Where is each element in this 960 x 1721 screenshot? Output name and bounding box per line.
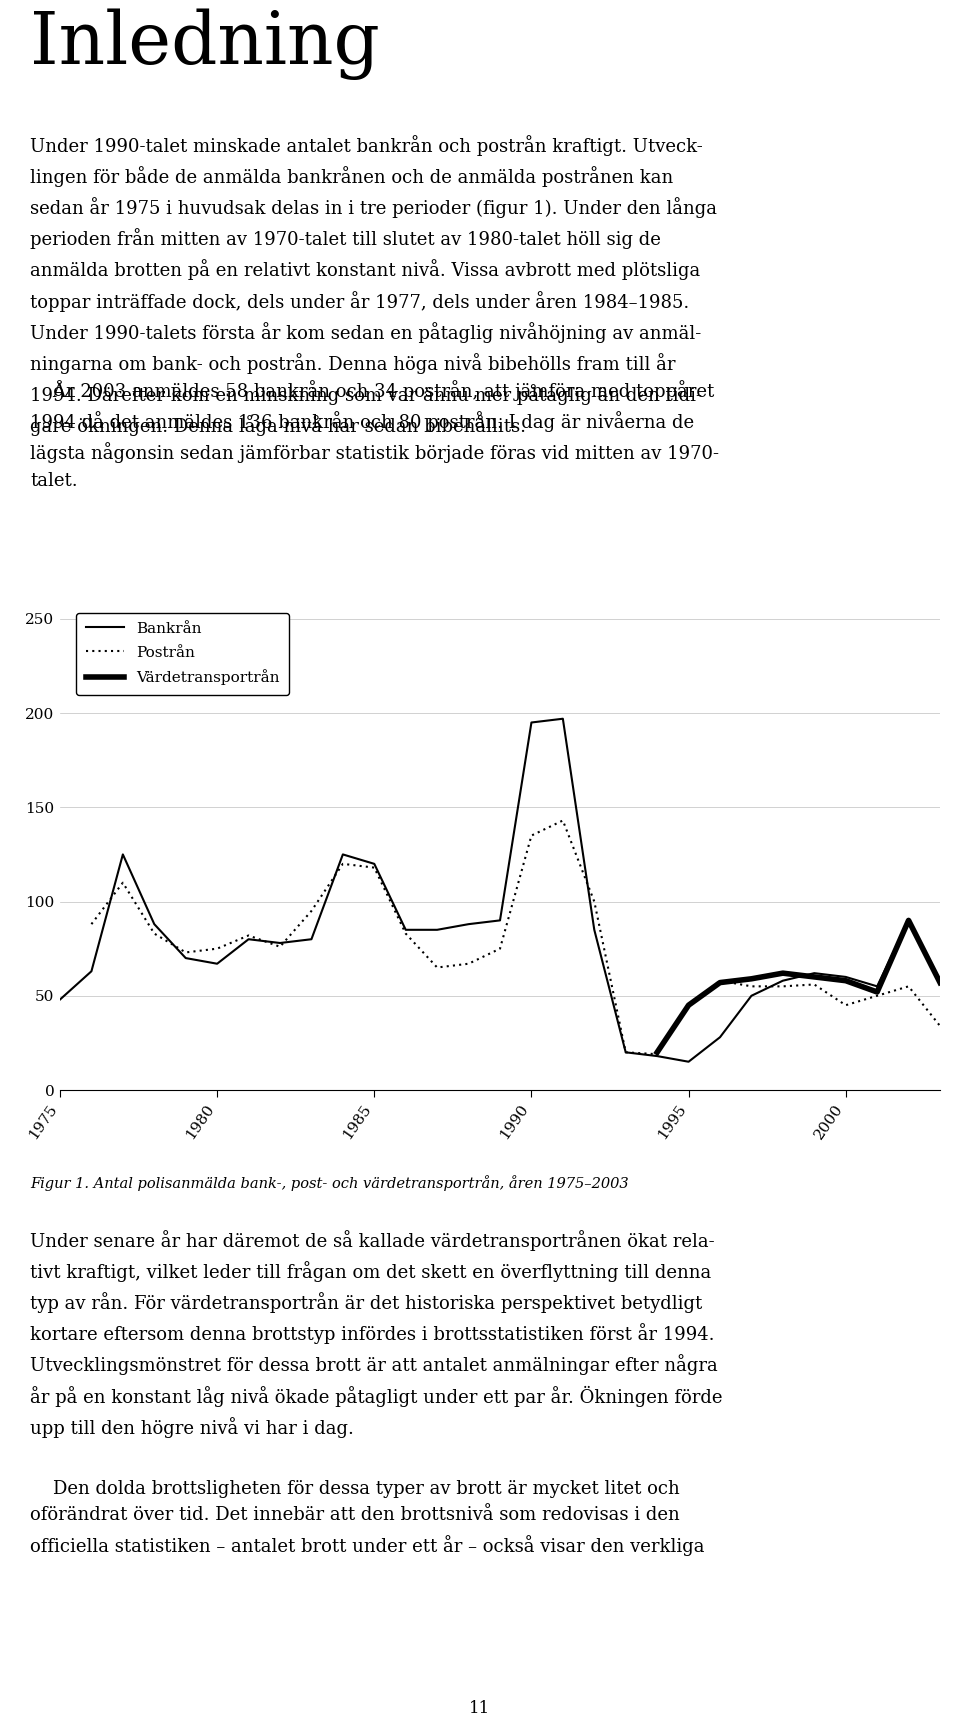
Legend: Bankrån, Postrån, Värdetransportrån: Bankrån, Postrån, Värdetransportrån (77, 613, 289, 695)
Text: Inledning: Inledning (30, 9, 380, 79)
Text: Under senare år har däremot de så kallade värdetransportrånen ökat rela-
tivt kr: Under senare år har däremot de så kallad… (30, 1231, 723, 1439)
Text: År 2003 anmäldes 58 bankrån och 34 postrån, att jämföra med toppåret
1994 då det: År 2003 anmäldes 58 bankrån och 34 postr… (30, 380, 719, 489)
Text: 11: 11 (469, 1700, 491, 1718)
Text: Den dolda brottsligheten för dessa typer av brott är mycket litet och
oförändrat: Den dolda brottsligheten för dessa typer… (30, 1480, 705, 1556)
Text: Figur 1. Antal polisanmälda bank-, post- och värdetransportrån, åren 1975–2003: Figur 1. Antal polisanmälda bank-, post-… (30, 1175, 629, 1191)
Text: Under 1990-talet minskade antalet bankrån och postrån kraftigt. Utveck-
lingen f: Under 1990-talet minskade antalet bankrå… (30, 134, 717, 435)
